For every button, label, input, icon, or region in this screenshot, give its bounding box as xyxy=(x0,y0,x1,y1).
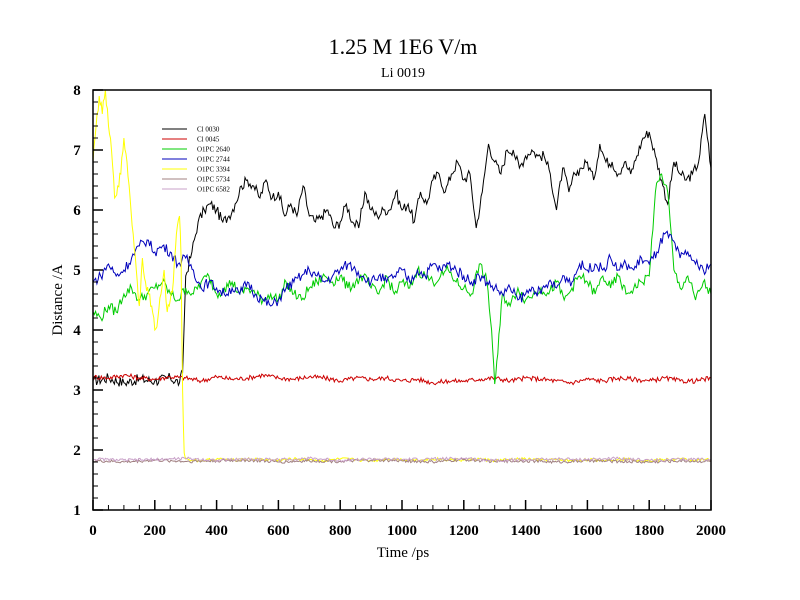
legend-label: O1PC 5734 xyxy=(197,176,230,184)
legend-label: Cl 0030 xyxy=(197,126,220,134)
y-tick-label: 2 xyxy=(73,443,81,459)
y-tick-label: 7 xyxy=(73,143,81,159)
axes: 0 200 400 600 800 1000 1200 1400 1600 1800 2000 1 2 3… xyxy=(73,83,726,539)
series-line-o1pc-6582 xyxy=(93,456,711,463)
series-line-cl-0045 xyxy=(93,372,711,386)
x-tick-label: 1000 xyxy=(387,523,417,539)
series-line-o1pc-5734 xyxy=(93,457,711,465)
series-line-cl-0030 xyxy=(93,113,711,387)
legend: Cl 0030 Cl 0045 O1PC 2640 O1PC 2744 O1PC 339… xyxy=(162,126,230,194)
legend-label: O1PC 6582 xyxy=(197,186,230,194)
x-tick-label: 1400 xyxy=(511,523,541,539)
legend-label: O1PC 3394 xyxy=(197,166,230,174)
series-layer xyxy=(93,90,711,465)
x-tick-label: 2000 xyxy=(696,523,726,539)
x-tick-label: 1800 xyxy=(634,523,664,539)
legend-label: O1PC 2744 xyxy=(197,156,230,164)
y-tick-label: 5 xyxy=(73,263,81,279)
legend-label: Cl 0045 xyxy=(197,136,220,144)
series-line-o1pc-2744 xyxy=(93,230,711,307)
x-tick-label: 1200 xyxy=(449,523,479,539)
series-line-o1pc-2640 xyxy=(93,173,711,385)
x-tick-label: 200 xyxy=(144,523,167,539)
y-tick-label: 3 xyxy=(73,383,81,399)
y-axis-label: Distance /A xyxy=(50,264,66,335)
x-axis-label: Time /ps xyxy=(377,545,430,561)
x-tick-label: 800 xyxy=(329,523,352,539)
x-tick-label: 600 xyxy=(267,523,290,539)
x-tick-label: 1600 xyxy=(572,523,602,539)
x-tick-label: 0 xyxy=(89,523,97,539)
plot-frame xyxy=(92,89,712,511)
x-tick-label: 400 xyxy=(205,523,228,539)
y-tick-label: 4 xyxy=(73,323,81,339)
chart-title: 1.25 M 1E6 V/m xyxy=(329,34,478,59)
y-tick-label: 1 xyxy=(73,503,81,519)
y-tick-label: 8 xyxy=(73,83,81,99)
chart-subtitle: Li 0019 xyxy=(381,66,425,81)
y-tick-label: 6 xyxy=(73,203,81,219)
legend-label: O1PC 2640 xyxy=(197,146,230,154)
